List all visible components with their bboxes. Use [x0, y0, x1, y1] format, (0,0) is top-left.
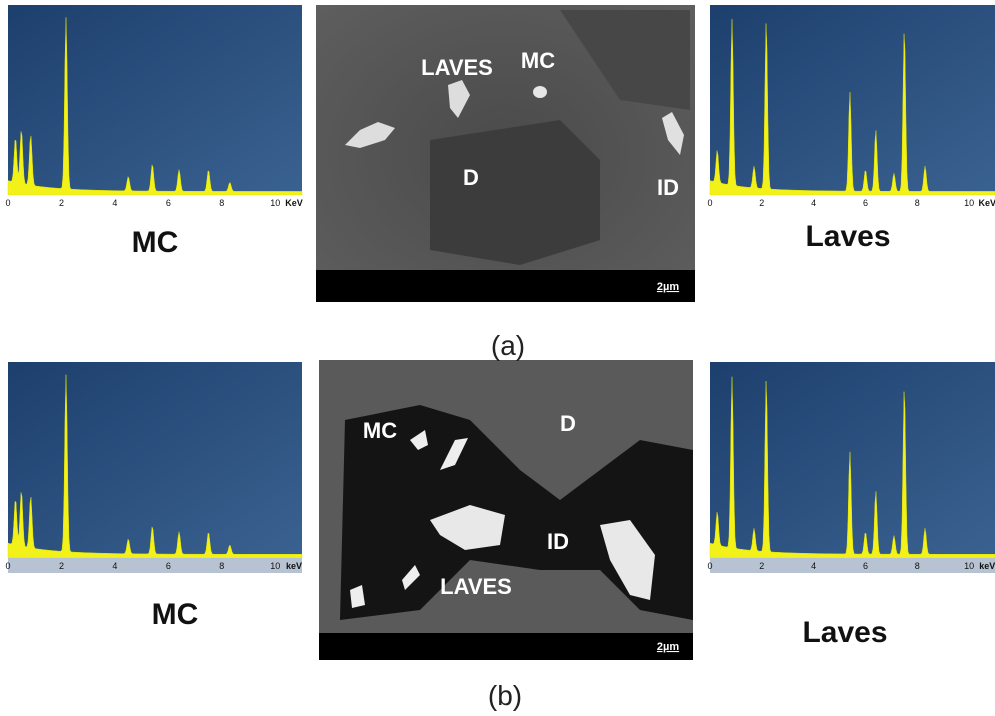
x-tick-label: 0 — [707, 561, 712, 571]
scale-bar: 2µm — [657, 281, 679, 293]
x-tick-label: 2 — [59, 198, 64, 208]
x-tick-label: 8 — [915, 198, 920, 208]
spectrum-plot — [710, 5, 995, 195]
phase-label: ID — [657, 175, 679, 200]
x-tick-label: 4 — [811, 561, 816, 571]
x-tick-label: 2 — [59, 561, 64, 571]
x-tick-label: 8 — [915, 561, 920, 571]
x-tick-label: 0 — [707, 198, 712, 208]
phase-label: MC — [363, 418, 397, 443]
spectrum-plot — [8, 362, 302, 558]
spectrum-axis — [710, 558, 995, 573]
scale-bar: 2µm — [657, 641, 679, 653]
caption: (b) — [488, 680, 522, 711]
phase-label: D — [463, 165, 479, 190]
spectrum-label: Laves — [805, 220, 890, 253]
phase-label: LAVES — [440, 574, 512, 599]
spectrum-plot — [710, 362, 995, 558]
spectrum-axis — [8, 195, 302, 210]
spectrum-axis — [8, 558, 302, 573]
phase-label: ID — [547, 529, 569, 554]
x-tick-label: 4 — [112, 561, 117, 571]
x-tick-label: 6 — [863, 198, 868, 208]
phase-label: D — [560, 411, 576, 436]
phase-label: MC — [521, 48, 555, 73]
x-tick-label: 10 — [964, 198, 974, 208]
spectrum-label: MC — [152, 598, 199, 631]
spectrum-plot — [8, 5, 302, 195]
spectrum-axis — [710, 195, 995, 210]
x-axis-unit: KeV — [978, 198, 995, 208]
x-axis-unit: keV — [286, 561, 302, 571]
x-tick-label: 6 — [166, 198, 171, 208]
x-tick-label: 0 — [5, 561, 10, 571]
x-tick-label: 0 — [5, 198, 10, 208]
sem-image: LAVES MC D ID 2µm — [316, 5, 695, 302]
x-tick-label: 6 — [166, 561, 171, 571]
figure: LAVES MC D ID 2µm MC D ID LAVES 2µm MC L… — [0, 0, 995, 716]
x-axis-unit: keV — [979, 561, 995, 571]
x-tick-label: 6 — [863, 561, 868, 571]
phase-label: LAVES — [421, 55, 493, 80]
x-tick-label: 2 — [759, 561, 764, 571]
x-tick-label: 4 — [112, 198, 117, 208]
x-tick-label: 4 — [811, 198, 816, 208]
spectrum-label: MC — [132, 226, 179, 259]
x-tick-label: 10 — [270, 561, 280, 571]
x-tick-label: 8 — [219, 561, 224, 571]
x-tick-label: 8 — [219, 198, 224, 208]
caption: (a) — [491, 330, 525, 361]
sem-image: MC D ID LAVES 2µm — [319, 360, 693, 660]
spectrum-label: Laves — [802, 616, 887, 649]
x-tick-label: 2 — [759, 198, 764, 208]
x-tick-label: 10 — [964, 561, 974, 571]
x-tick-label: 10 — [270, 198, 280, 208]
x-axis-unit: KeV — [285, 198, 303, 208]
